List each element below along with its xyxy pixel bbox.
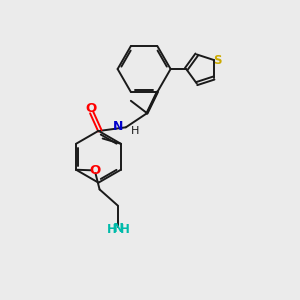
Text: S: S (214, 53, 222, 67)
Text: O: O (90, 164, 101, 177)
Text: H: H (120, 223, 130, 236)
Text: H: H (131, 126, 140, 136)
Text: O: O (85, 102, 97, 115)
Text: N: N (113, 120, 124, 133)
Text: H: H (106, 223, 116, 236)
Text: N: N (113, 222, 124, 235)
